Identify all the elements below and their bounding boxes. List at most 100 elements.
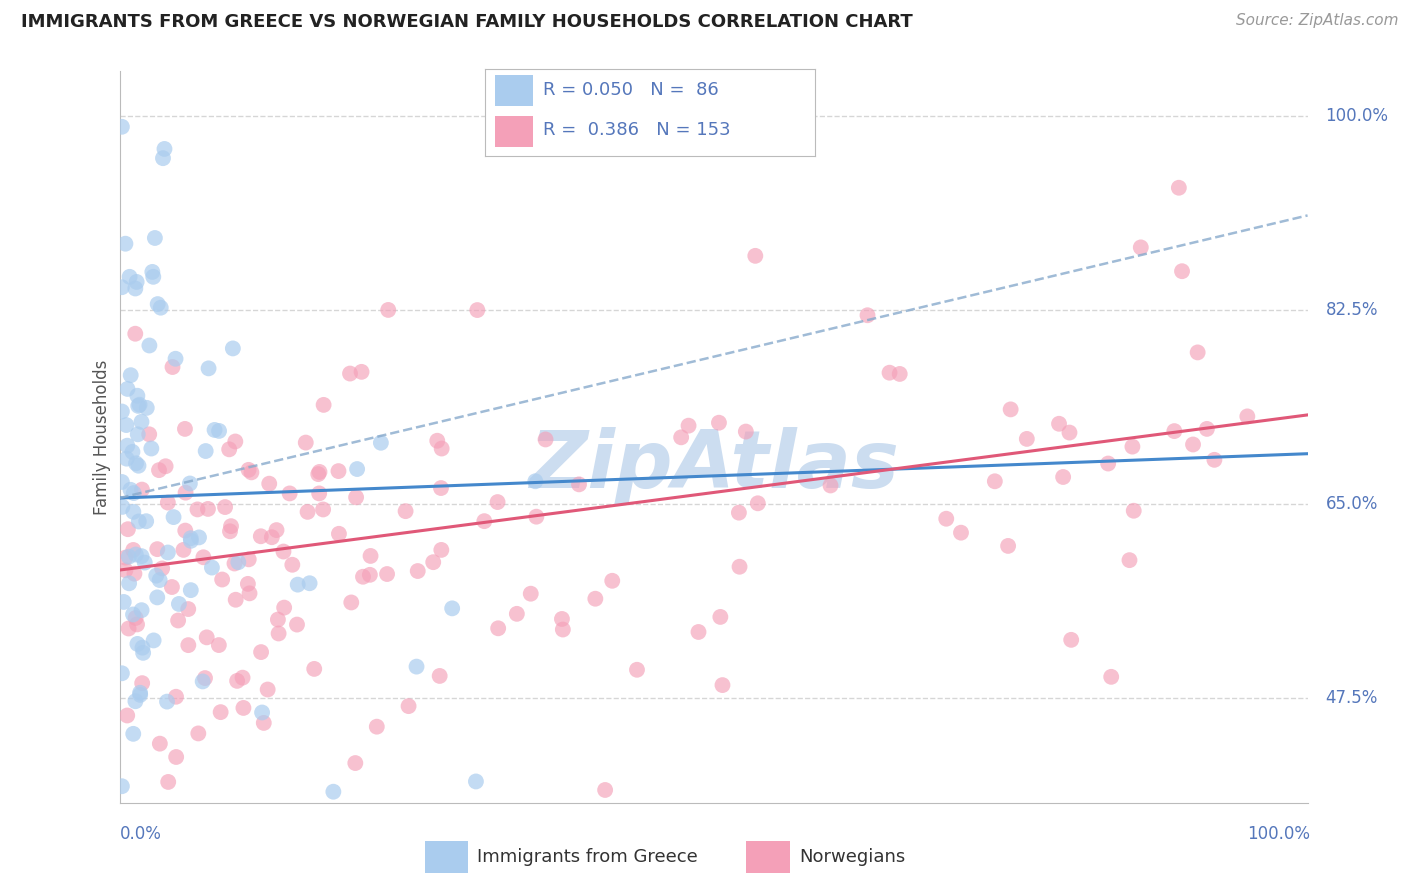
- Text: Source: ZipAtlas.com: Source: ZipAtlas.com: [1236, 13, 1399, 29]
- Point: [167, 614, 190, 628]
- Point: [366, 720, 388, 734]
- Point: [346, 462, 368, 476]
- Point: [551, 612, 574, 626]
- Point: [678, 418, 700, 433]
- Text: 82.5%: 82.5%: [1326, 301, 1378, 318]
- Point: [120, 483, 142, 497]
- Point: [142, 269, 165, 284]
- Bar: [425, 841, 468, 873]
- Text: 0.0%: 0.0%: [120, 825, 162, 843]
- Point: [709, 610, 731, 624]
- Point: [506, 607, 529, 621]
- Point: [122, 543, 145, 558]
- Point: [1099, 670, 1122, 684]
- Point: [256, 682, 278, 697]
- Point: [1122, 504, 1144, 518]
- Point: [360, 549, 382, 563]
- Point: [124, 281, 146, 295]
- Point: [1171, 264, 1194, 278]
- Point: [997, 539, 1019, 553]
- Point: [370, 435, 392, 450]
- Point: [583, 591, 606, 606]
- Point: [307, 467, 329, 482]
- Point: [197, 361, 219, 376]
- Point: [194, 671, 217, 685]
- Point: [394, 504, 416, 518]
- Point: [111, 666, 134, 681]
- Point: [177, 602, 200, 616]
- Point: [180, 531, 202, 545]
- Point: [406, 564, 429, 578]
- Point: [626, 663, 648, 677]
- Point: [219, 524, 242, 539]
- Point: [302, 662, 325, 676]
- Point: [744, 249, 766, 263]
- Point: [568, 477, 591, 491]
- Point: [152, 151, 174, 165]
- Point: [238, 552, 260, 566]
- Bar: [495, 75, 533, 106]
- Point: [1047, 417, 1070, 431]
- Point: [219, 519, 242, 533]
- Point: [201, 560, 224, 574]
- Point: [131, 415, 153, 429]
- Point: [141, 265, 163, 279]
- Point: [131, 640, 153, 655]
- Point: [111, 475, 134, 489]
- Point: [422, 555, 444, 569]
- Point: [117, 439, 139, 453]
- Point: [949, 525, 972, 540]
- Point: [266, 523, 288, 537]
- Point: [1129, 240, 1152, 254]
- Point: [124, 566, 146, 581]
- Point: [218, 442, 240, 457]
- Point: [177, 638, 200, 652]
- Point: [111, 120, 134, 134]
- Point: [232, 701, 254, 715]
- Point: [188, 530, 211, 544]
- Point: [405, 659, 427, 673]
- Point: [889, 367, 911, 381]
- Point: [359, 567, 381, 582]
- Point: [856, 308, 879, 322]
- Point: [350, 365, 373, 379]
- Point: [204, 423, 226, 437]
- Point: [728, 559, 751, 574]
- Point: [124, 326, 146, 341]
- Point: [193, 550, 215, 565]
- Point: [486, 621, 509, 635]
- Point: [281, 558, 304, 572]
- Point: [122, 486, 145, 500]
- Point: [149, 737, 172, 751]
- Point: [150, 561, 173, 575]
- Point: [127, 389, 149, 403]
- Point: [228, 555, 250, 569]
- Point: [160, 580, 183, 594]
- Point: [430, 542, 453, 557]
- Point: [238, 463, 260, 477]
- Point: [180, 533, 202, 548]
- Point: [238, 586, 260, 600]
- Point: [134, 556, 156, 570]
- Point: [1187, 345, 1209, 359]
- Point: [114, 550, 136, 565]
- Point: [118, 549, 141, 564]
- Bar: [495, 116, 533, 147]
- Point: [1182, 437, 1205, 451]
- Point: [820, 478, 842, 492]
- Point: [250, 529, 273, 543]
- Point: [131, 603, 153, 617]
- Point: [312, 398, 335, 412]
- Point: [211, 573, 233, 587]
- Text: 100.0%: 100.0%: [1247, 825, 1310, 843]
- Point: [180, 583, 202, 598]
- Point: [174, 422, 197, 436]
- Point: [131, 549, 153, 563]
- Point: [135, 514, 157, 528]
- Point: [1015, 432, 1038, 446]
- Point: [1059, 425, 1081, 440]
- Text: 47.5%: 47.5%: [1326, 689, 1378, 706]
- Point: [156, 495, 179, 509]
- Point: [278, 486, 301, 500]
- Point: [115, 451, 138, 466]
